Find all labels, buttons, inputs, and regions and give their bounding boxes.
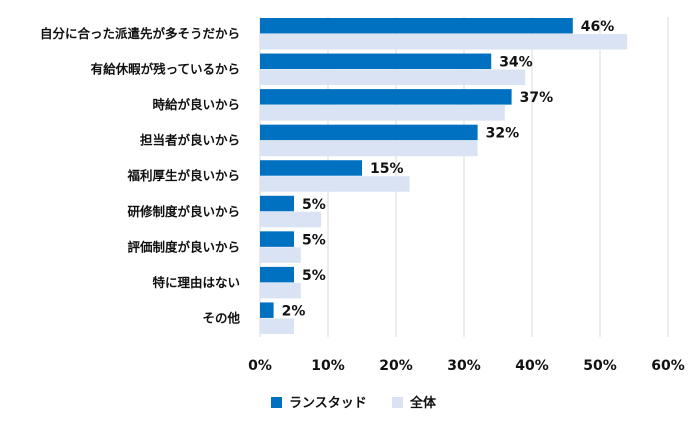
bar-randstad bbox=[260, 266, 294, 283]
x-tick-label: 10% bbox=[311, 358, 345, 374]
data-label: 46% bbox=[581, 19, 615, 35]
x-tick-label: 60% bbox=[651, 358, 685, 374]
bar-zentai bbox=[260, 318, 294, 334]
x-tick-label: 30% bbox=[447, 358, 481, 374]
bar-zentai bbox=[260, 282, 301, 299]
bar-zentai bbox=[260, 34, 628, 50]
x-tick-label: 20% bbox=[379, 358, 413, 374]
category-label: 福利厚生が良いから bbox=[126, 168, 240, 183]
bar-zentai bbox=[260, 247, 301, 263]
data-label: 5% bbox=[302, 232, 326, 248]
category-label: 評価制度が良いから bbox=[127, 239, 240, 254]
bar-randstad bbox=[260, 18, 573, 34]
data-label: 15% bbox=[370, 161, 404, 177]
category-label: 担当者が良いから bbox=[140, 133, 240, 148]
bar-zentai bbox=[260, 211, 322, 228]
bar-randstad bbox=[260, 160, 362, 176]
x-tick-label: 40% bbox=[515, 358, 549, 374]
bar-zentai bbox=[260, 69, 526, 86]
data-label: 5% bbox=[302, 268, 326, 284]
category-label: 研修制度が良いから bbox=[127, 204, 240, 219]
data-label: 5% bbox=[302, 197, 326, 213]
data-label: 32% bbox=[486, 126, 520, 142]
data-label: 2% bbox=[282, 303, 306, 319]
bar-randstad bbox=[260, 124, 478, 141]
category-label: 有給休暇が残っているから bbox=[91, 62, 240, 77]
legend-swatch-zentai bbox=[392, 397, 403, 408]
category-label: 特に理由はない bbox=[152, 275, 240, 290]
bar-randstad bbox=[260, 231, 294, 247]
bar-randstad bbox=[260, 195, 294, 212]
legend-label-zentai: 全体 bbox=[409, 395, 437, 411]
bar-randstad bbox=[260, 53, 492, 70]
bar-zentai bbox=[260, 140, 478, 157]
legend-label-randstad: ランスタッド bbox=[289, 396, 367, 411]
bar-zentai bbox=[260, 176, 410, 192]
bar-randstad bbox=[260, 89, 512, 105]
x-tick-label: 0% bbox=[248, 358, 272, 374]
bar-zentai bbox=[260, 105, 505, 121]
data-label: 34% bbox=[499, 55, 533, 71]
category-label: 自分に合った派遣先が多そうだから bbox=[40, 26, 240, 41]
x-tick-label: 50% bbox=[583, 358, 617, 374]
category-label: 時給が良いから bbox=[152, 97, 240, 112]
legend-swatch-randstad bbox=[271, 397, 282, 408]
bar-randstad bbox=[260, 302, 274, 318]
data-label: 37% bbox=[520, 90, 554, 106]
category-label: その他 bbox=[202, 310, 240, 325]
